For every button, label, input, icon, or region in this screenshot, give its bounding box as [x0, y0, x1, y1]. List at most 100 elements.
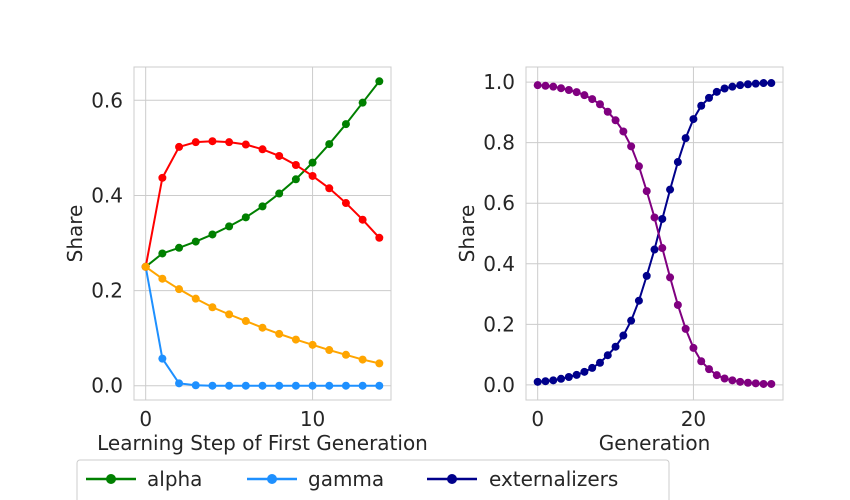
left-point-series-3-6 [241, 317, 250, 326]
left-point-alpha-1 [158, 249, 167, 258]
right-point-externalizers-1 [541, 377, 550, 386]
right-point-externalizers-7 [588, 363, 597, 372]
left-xtick-label-0: 0 [139, 407, 152, 431]
left-point-series-3-14 [375, 359, 384, 368]
right-point-series-1-28 [751, 379, 760, 388]
right-plot-frame [525, 66, 784, 401]
left-point-series-3-7 [258, 323, 267, 332]
left-point-gamma-4 [208, 381, 217, 390]
left-point-series-3-3 [191, 294, 200, 303]
right-line-externalizers [537, 82, 772, 383]
right-point-series-1-25 [728, 376, 737, 385]
left-point-alpha-9 [291, 175, 300, 184]
left-xtick-label-1: 10 [300, 407, 325, 431]
legend-label-gamma: gamma [308, 467, 384, 491]
right-point-externalizers-14 [642, 271, 651, 280]
right-point-externalizers-29 [759, 79, 768, 88]
right-point-externalizers-18 [673, 158, 682, 167]
right-point-series-1-1 [541, 81, 550, 90]
left-point-series-2-14 [375, 233, 384, 242]
left-point-series-2-10 [308, 171, 317, 180]
right-ytick-label-4: 0.8 [483, 131, 515, 155]
left-line-alpha [145, 80, 381, 268]
right-point-series-1-6 [580, 91, 589, 100]
legend-entry-externalizers: externalizers [427, 467, 618, 491]
left-point-gamma-14 [375, 381, 384, 390]
left-point-series-2-1 [158, 173, 167, 182]
right-point-externalizers-15 [650, 245, 659, 254]
left-series-alpha [141, 77, 384, 271]
right-point-series-1-7 [588, 95, 597, 104]
left-point-gamma-8 [275, 381, 284, 390]
left-point-gamma-10 [308, 381, 317, 390]
right-point-externalizers-0 [533, 377, 542, 386]
right-point-series-1-10 [611, 116, 620, 125]
left-point-gamma-3 [191, 381, 200, 390]
left-series-series-3 [141, 262, 384, 368]
left-point-series-3-4 [208, 303, 217, 312]
right-point-series-1-16 [658, 244, 667, 253]
right-point-series-1-14 [642, 187, 651, 196]
right-point-externalizers-10 [611, 342, 620, 351]
right-ytick-label-1: 0.2 [483, 312, 515, 336]
right-series-externalizers [533, 79, 776, 386]
right-point-externalizers-20 [689, 115, 698, 124]
left-point-gamma-6 [241, 381, 250, 390]
right-point-series-1-19 [681, 324, 690, 333]
legend-label-externalizers: externalizers [489, 467, 618, 491]
left-point-series-3-13 [358, 355, 367, 364]
left-point-gamma-9 [291, 381, 300, 390]
right-point-series-1-21 [697, 357, 706, 366]
right-point-externalizers-30 [767, 79, 776, 88]
left-ytick-label-3: 0.6 [91, 88, 123, 112]
right-point-externalizers-3 [557, 374, 566, 383]
left-series-series-2 [141, 137, 384, 271]
right-point-externalizers-25 [728, 82, 737, 91]
right-point-externalizers-6 [580, 367, 589, 376]
right-point-externalizers-17 [666, 185, 675, 194]
right-point-series-1-26 [736, 377, 745, 386]
right-point-externalizers-4 [564, 372, 573, 381]
right-point-series-1-27 [743, 378, 752, 387]
right-line-series-1 [537, 84, 772, 385]
right-point-series-1-18 [673, 300, 682, 309]
right-point-series-1-22 [705, 365, 714, 374]
right-ytick-label-3: 0.6 [483, 191, 515, 215]
left-point-series-3-9 [291, 335, 300, 344]
right-point-externalizers-21 [697, 101, 706, 110]
left-point-series-2-4 [208, 137, 217, 146]
right-point-series-1-29 [759, 379, 768, 388]
legend-entry-gamma: gamma [247, 467, 384, 491]
right-xtick-label-0: 0 [531, 407, 544, 431]
right-point-externalizers-26 [736, 81, 745, 90]
right-x-axis-label: Generation [599, 431, 711, 455]
left-line-series-3 [145, 265, 380, 365]
left-point-series-2-3 [191, 138, 200, 147]
right-xtick-label-1: 20 [681, 407, 706, 431]
right-point-externalizers-12 [627, 316, 636, 325]
right-series-series-1 [533, 81, 776, 388]
left-point-gamma-5 [225, 381, 234, 390]
right-point-externalizers-13 [634, 296, 643, 305]
right-point-externalizers-19 [681, 134, 690, 143]
right-point-series-1-24 [720, 374, 729, 383]
right-point-series-1-30 [767, 379, 776, 388]
right-point-series-1-13 [634, 162, 643, 171]
right-point-series-1-8 [595, 100, 604, 109]
right-point-series-1-2 [549, 82, 558, 91]
right-point-series-1-11 [619, 127, 628, 136]
right-point-externalizers-23 [712, 87, 721, 96]
right-point-externalizers-2 [549, 376, 558, 385]
left-point-alpha-14 [375, 77, 384, 86]
left-point-series-3-0 [141, 262, 150, 271]
left-point-series-3-5 [225, 310, 234, 319]
left-point-series-2-11 [325, 184, 334, 193]
left-point-alpha-11 [325, 140, 334, 149]
right-point-series-1-4 [564, 86, 573, 95]
left-point-series-2-7 [258, 145, 267, 154]
left-point-series-3-10 [308, 340, 317, 349]
right-point-externalizers-24 [720, 84, 729, 93]
